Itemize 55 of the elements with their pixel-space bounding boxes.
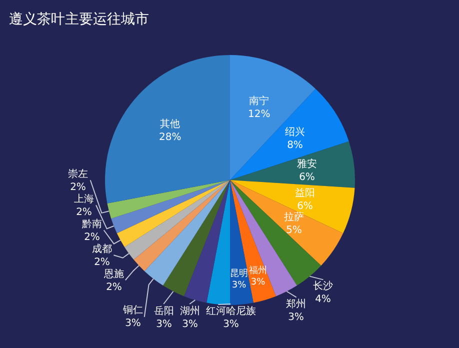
pie-slice (163, 180, 230, 296)
slice-label: 长沙 (313, 280, 333, 292)
data-label: 3% (250, 278, 266, 288)
pie-slice (230, 180, 355, 234)
pie-slice (230, 180, 344, 266)
slice-label: 红河哈尼族 (206, 305, 256, 317)
data-label: 3% (182, 319, 198, 330)
data-label: 28% (159, 132, 182, 143)
pie-slice (116, 180, 230, 247)
chart-title: 遵义茶叶主要运往城市 (9, 12, 150, 28)
pie-slice (230, 180, 276, 303)
slice-label: 郑州 (286, 298, 306, 310)
slice-label: 昆明 (230, 268, 248, 279)
slice-label: 绍兴 (285, 126, 305, 138)
slice-label: 上海 (74, 193, 94, 205)
pie-slice (111, 180, 230, 234)
slice-label: 其他 (160, 118, 180, 130)
slice-label: 铜仁 (122, 305, 143, 316)
data-label: 12% (248, 109, 270, 120)
data-label: 4% (315, 294, 331, 305)
slice-label: 福州 (249, 265, 267, 276)
data-label: 2% (84, 232, 100, 243)
pie-slice (105, 55, 230, 204)
pie-slice (230, 55, 316, 180)
pie-slice (134, 180, 230, 272)
pie-slice (107, 180, 230, 219)
pie-slice (184, 180, 230, 303)
pie-slice (144, 180, 230, 286)
data-label: 3% (232, 280, 247, 291)
data-label: 5% (286, 225, 302, 236)
data-label: 3% (125, 318, 141, 329)
pie-slice (230, 88, 349, 180)
data-label: 2% (76, 207, 92, 218)
data-label: 3% (288, 312, 304, 323)
data-label: 2% (106, 282, 122, 293)
data-label: 2% (94, 257, 110, 268)
slice-label: 崇左 (68, 168, 88, 180)
slice-label: 益阳 (295, 187, 315, 199)
slice-label: 雅安 (297, 158, 317, 170)
data-label: 3% (156, 319, 172, 330)
pie-slice (124, 180, 230, 260)
slice-label: 恩施 (103, 268, 124, 280)
data-label: 2% (70, 182, 86, 193)
slice-label: 湖州 (180, 305, 200, 317)
data-label: 8% (287, 140, 303, 151)
data-label: 6% (299, 172, 315, 183)
slice-label: 黔南 (81, 218, 102, 230)
slice-label: 岳阳 (154, 305, 174, 317)
pie-slice (230, 141, 355, 188)
data-label: 6% (297, 201, 313, 212)
slice-label: 成都 (92, 243, 112, 255)
slice-label: 南宁 (249, 95, 270, 107)
pie-slice (206, 180, 230, 305)
data-label: 3% (223, 319, 239, 330)
slice-label: 拉萨 (284, 211, 304, 223)
